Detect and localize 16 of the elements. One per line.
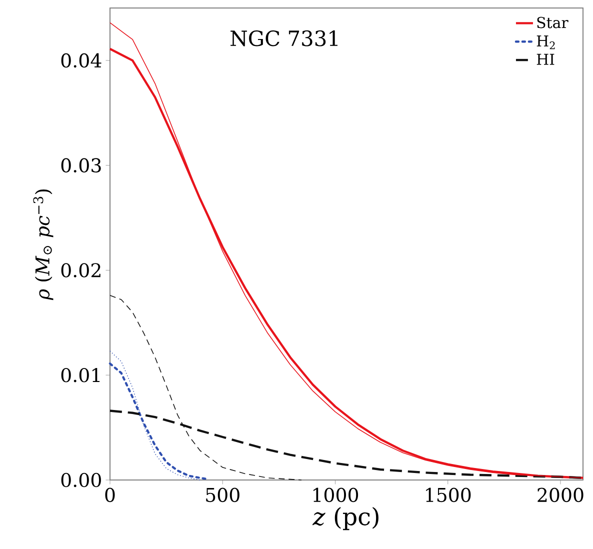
legend-label: HI xyxy=(536,54,554,65)
x-tick-label: 1000 xyxy=(313,488,358,502)
y-tick-label: 0.04 xyxy=(61,53,102,68)
x-tick-label: 0 xyxy=(105,488,115,502)
y-axis-title: ρ (M$_{⊙}$ pc$^{−3}$) xyxy=(33,189,54,300)
y-tick-label: 0.01 xyxy=(61,368,100,382)
legend-label: Star xyxy=(537,16,568,28)
y-tick-label: 0.02 xyxy=(61,263,100,278)
y-tick-label: 0.03 xyxy=(61,158,101,172)
x-tick-label: 2000 xyxy=(538,488,584,502)
annotation: NGC 7331 xyxy=(230,30,338,46)
y-tick-label: 0.00 xyxy=(61,472,101,488)
legend-label: H$_{2}$ xyxy=(536,35,555,50)
x-axis-title: z (pc) xyxy=(312,506,378,530)
x-tick-label: 500 xyxy=(206,488,240,502)
x-tick-label: 1500 xyxy=(426,488,471,502)
